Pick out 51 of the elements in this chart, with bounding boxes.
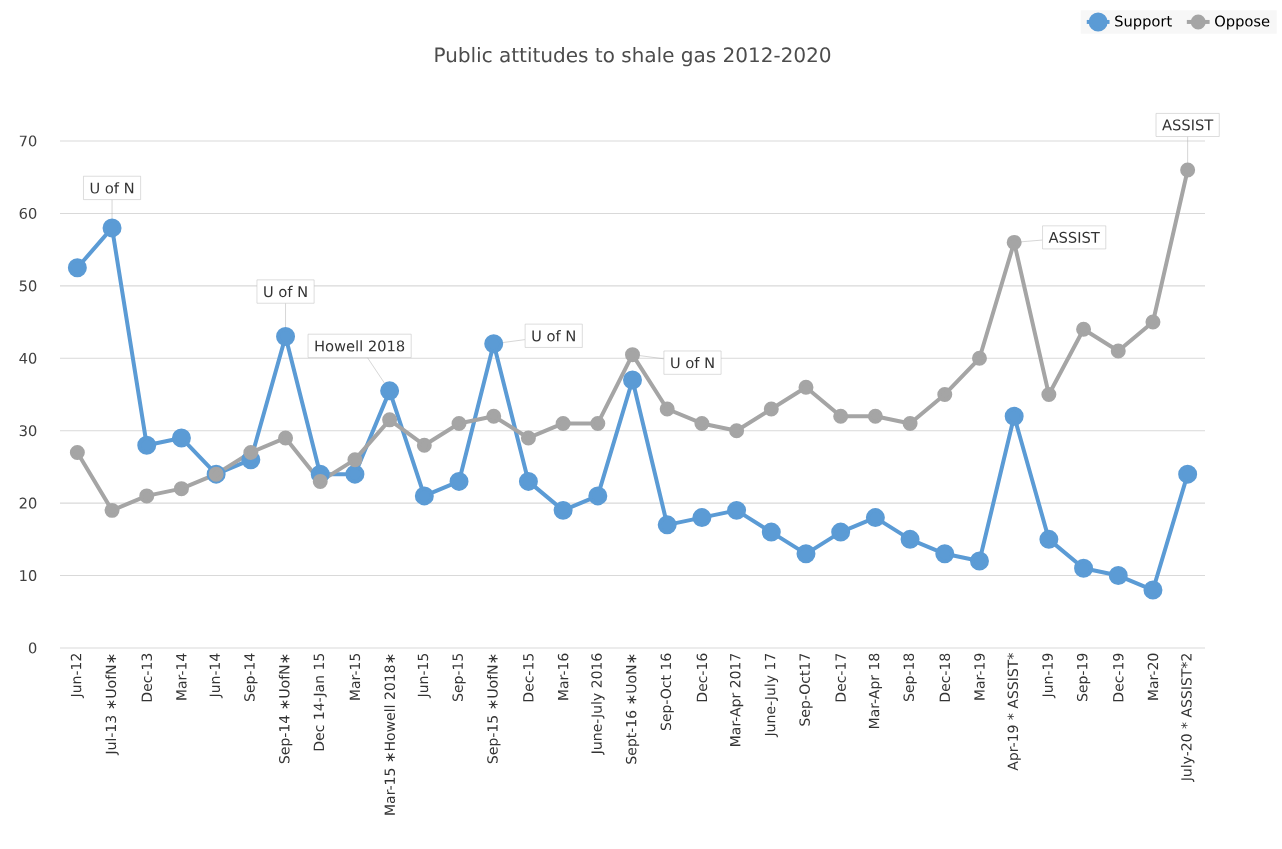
y-tick-label: 20 xyxy=(19,497,37,509)
annotation: U of N xyxy=(671,356,714,369)
x-tick-label: Sep-14 xyxy=(244,653,258,702)
y-tick-label: 40 xyxy=(19,352,37,364)
x-tick-label: Apr-19 * ASSIST* xyxy=(1007,653,1021,771)
y-tick-label: 60 xyxy=(19,207,37,219)
x-tick-label: Dec 14-Jan 15 xyxy=(313,653,327,751)
x-tick-label: Sep-15 ∗UofN∗ xyxy=(486,654,501,764)
x-tick-label: Mar-14 xyxy=(176,653,187,700)
x-tick-label: Mar-16 xyxy=(557,653,569,700)
x-tick-label: Mar-15 xyxy=(349,653,361,700)
x-tick-label: Jun-19 xyxy=(1042,653,1056,699)
x-tick-label: Dec-15 xyxy=(523,653,534,702)
x-tick-label: June-July 2016 xyxy=(591,653,605,756)
x-tick-label: Jul-13 ∗UofN∗ xyxy=(105,654,119,756)
x-tick-label: Dec-13 xyxy=(141,653,153,702)
x-tick-label: Jun-14 xyxy=(209,653,223,699)
x-tick-label: Sep-15 xyxy=(452,653,466,702)
x-tick-label: Mar-15 ∗Howell 2018∗ xyxy=(384,654,396,815)
x-tick-label: Mar-Apr 2017 xyxy=(729,653,744,746)
chart-title: Public attitudes to shale gas 2012-2020 xyxy=(435,46,831,67)
x-tick-label: Dec-16 xyxy=(696,653,708,702)
x-tick-label: Mar-19 xyxy=(974,653,985,700)
x-tick-label: Jun-15 xyxy=(417,653,431,699)
annotation: ASSIST xyxy=(1048,231,1100,243)
x-tick-label: Dec-17 xyxy=(835,653,846,702)
y-tick-label: 50 xyxy=(19,280,37,292)
x-tick-label: Sep-Oct 16 xyxy=(660,653,674,731)
y-tick-label: 30 xyxy=(19,425,37,437)
x-tick-label: Sept-16 ∗UoN∗ xyxy=(625,654,640,764)
annotation: U of N xyxy=(264,285,307,298)
y-tick-label: 10 xyxy=(20,570,37,582)
x-tick-label: Jun-12 xyxy=(70,654,84,699)
x-tick-label: Sep-14 ∗UofN∗ xyxy=(278,654,293,764)
x-tick-label: Sep-18 xyxy=(903,653,917,702)
x-tick-label: Sep-19 xyxy=(1076,653,1091,702)
x-tick-label: Dec-19 xyxy=(1112,653,1124,702)
x-tick-label: June-July 17 xyxy=(764,653,779,738)
annotation: ASSIST xyxy=(1162,119,1214,131)
annotation: U of N xyxy=(90,182,134,194)
y-tick-label: 0 xyxy=(28,642,37,654)
y-tick-label: 70 xyxy=(19,135,37,147)
x-tick-label: Mar-20 xyxy=(1147,653,1159,700)
legend-label: Oppose xyxy=(1215,15,1270,30)
annotation: U of N xyxy=(532,330,575,342)
x-tick-label: Dec-18 xyxy=(939,653,951,702)
legend-label: Support xyxy=(1115,15,1172,30)
annotation: Howell 2018 xyxy=(315,340,405,352)
x-tick-label: July-20 * ASSIST*2 xyxy=(1180,654,1195,782)
x-tick-label: Sep-Oct17 xyxy=(799,653,813,726)
x-tick-label: Mar-Apr 18 xyxy=(868,653,883,729)
